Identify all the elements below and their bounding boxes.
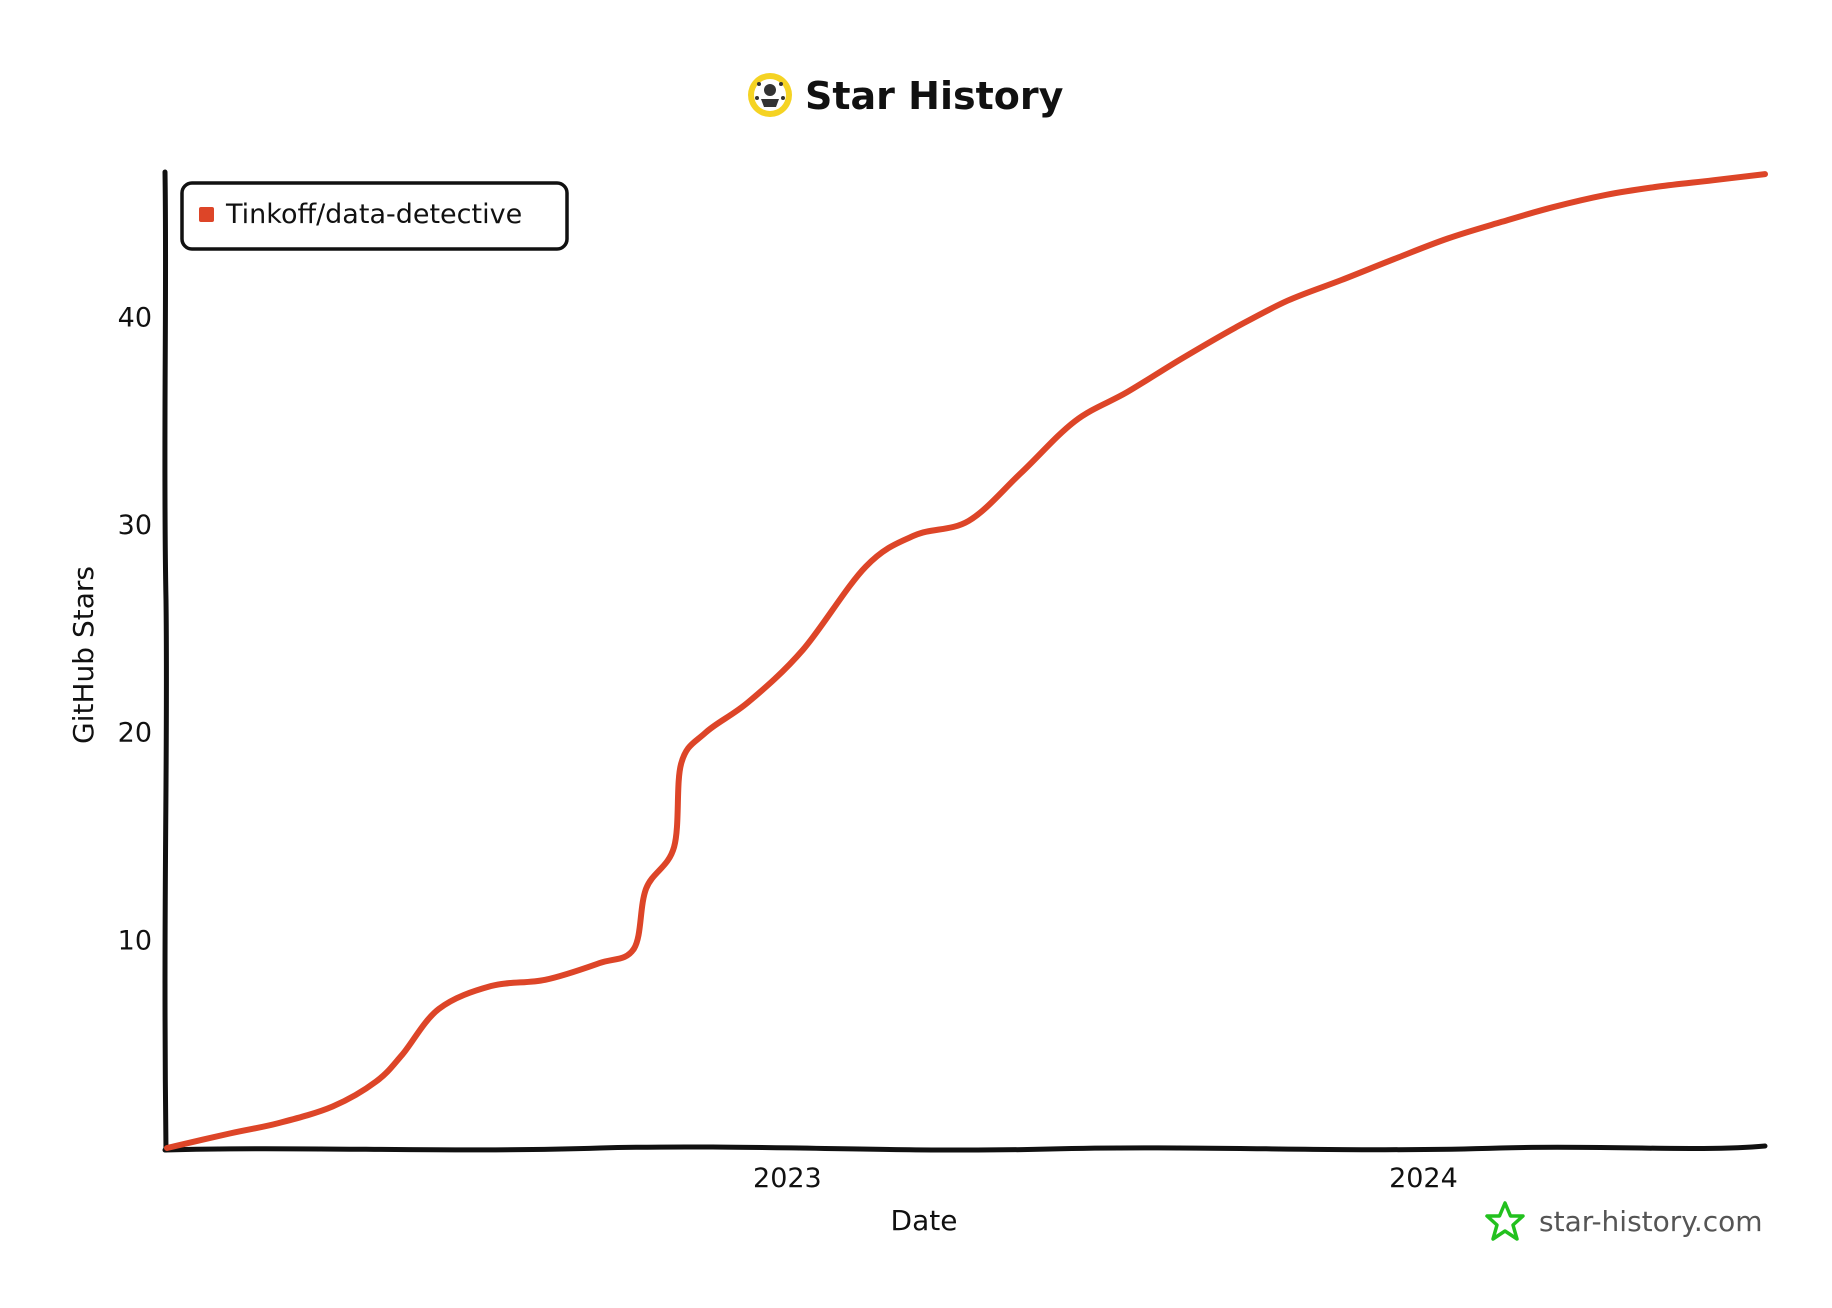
legend-box (180, 181, 569, 251)
x-axis-line (162, 1143, 1768, 1153)
chart-header: Star History (748, 73, 1064, 118)
x-tick-label: 2024 (1389, 1163, 1458, 1194)
legend-label: Tinkoff/data-detective (225, 199, 522, 230)
branding[interactable]: star-history.com (1485, 1201, 1763, 1241)
star-outline-icon (1485, 1201, 1525, 1241)
legend-swatch (199, 207, 214, 222)
chart-title: Star History (805, 74, 1064, 118)
axes (162, 169, 1768, 1153)
star-history-logo-icon (748, 73, 792, 117)
y-tick-labels: 10 20 30 40 (118, 302, 152, 956)
y-tick-label: 10 (118, 925, 152, 956)
y-tick-label: 40 (118, 302, 152, 333)
series-line (164, 171, 1768, 1151)
y-tick-label: 30 (118, 510, 152, 541)
branding-text[interactable]: star-history.com (1539, 1205, 1763, 1238)
x-axis-label: Date (891, 1204, 958, 1237)
y-tick-label: 20 (118, 718, 152, 749)
series-group (164, 171, 1768, 1151)
legend: Tinkoff/data-detective (180, 181, 569, 251)
y-axis-label: GitHub Stars (67, 566, 100, 744)
x-tick-label: 2023 (753, 1163, 822, 1194)
y-axis-line (162, 169, 169, 1153)
x-tick-labels: 2023 2024 (753, 1163, 1458, 1194)
